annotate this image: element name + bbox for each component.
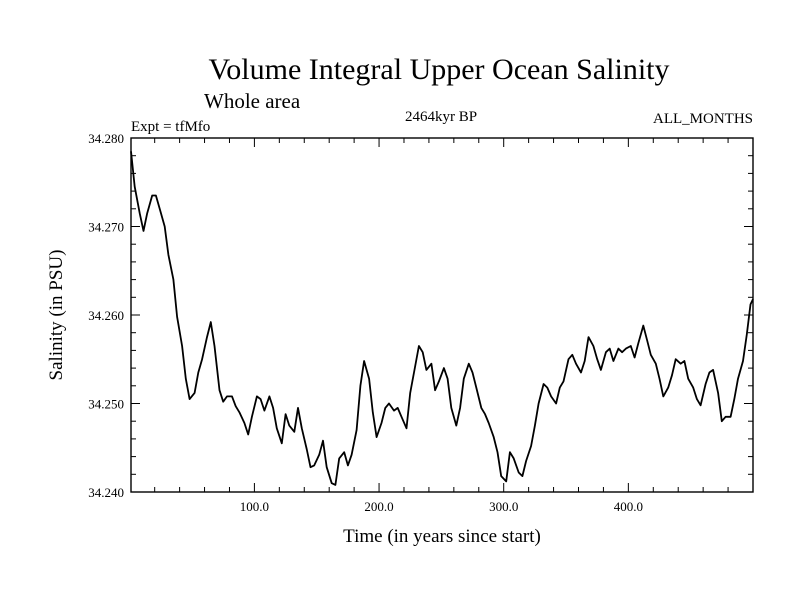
y-axis-tick-labels: 34.240 34.250 34.260 34.270 34.280	[88, 131, 124, 500]
x-tick-label: 400.0	[614, 499, 643, 514]
x-tick-label: 100.0	[240, 499, 269, 514]
y-tick-label: 34.260	[88, 308, 124, 323]
y-tick-label: 34.280	[88, 131, 124, 146]
y-axis-label: Salinity (in PSU)	[46, 250, 67, 381]
y-tick-label: 34.240	[88, 485, 124, 500]
x-tick-label: 300.0	[489, 499, 518, 514]
y-tick-label: 34.270	[88, 220, 124, 235]
y-tick-label: 34.250	[88, 397, 124, 412]
period-label: 2464kyr BP	[405, 109, 477, 125]
x-tick-label: 200.0	[364, 499, 393, 514]
x-axis-tick-labels: 100.0 200.0 300.0 400.0	[240, 499, 643, 514]
x-axis-ticks	[154, 138, 729, 492]
experiment-label: Expt = tfMfo	[131, 119, 210, 135]
months-label: ALL_MONTHS	[653, 111, 753, 127]
plot-frame	[130, 137, 754, 493]
chart-subtitle: Whole area	[204, 89, 301, 113]
y-axis-ticks	[131, 155, 753, 475]
chart-title: Volume Integral Upper Ocean Salinity	[209, 53, 670, 86]
salinity-series-line	[130, 151, 754, 486]
x-axis-label: Time (in years since start)	[343, 526, 541, 547]
